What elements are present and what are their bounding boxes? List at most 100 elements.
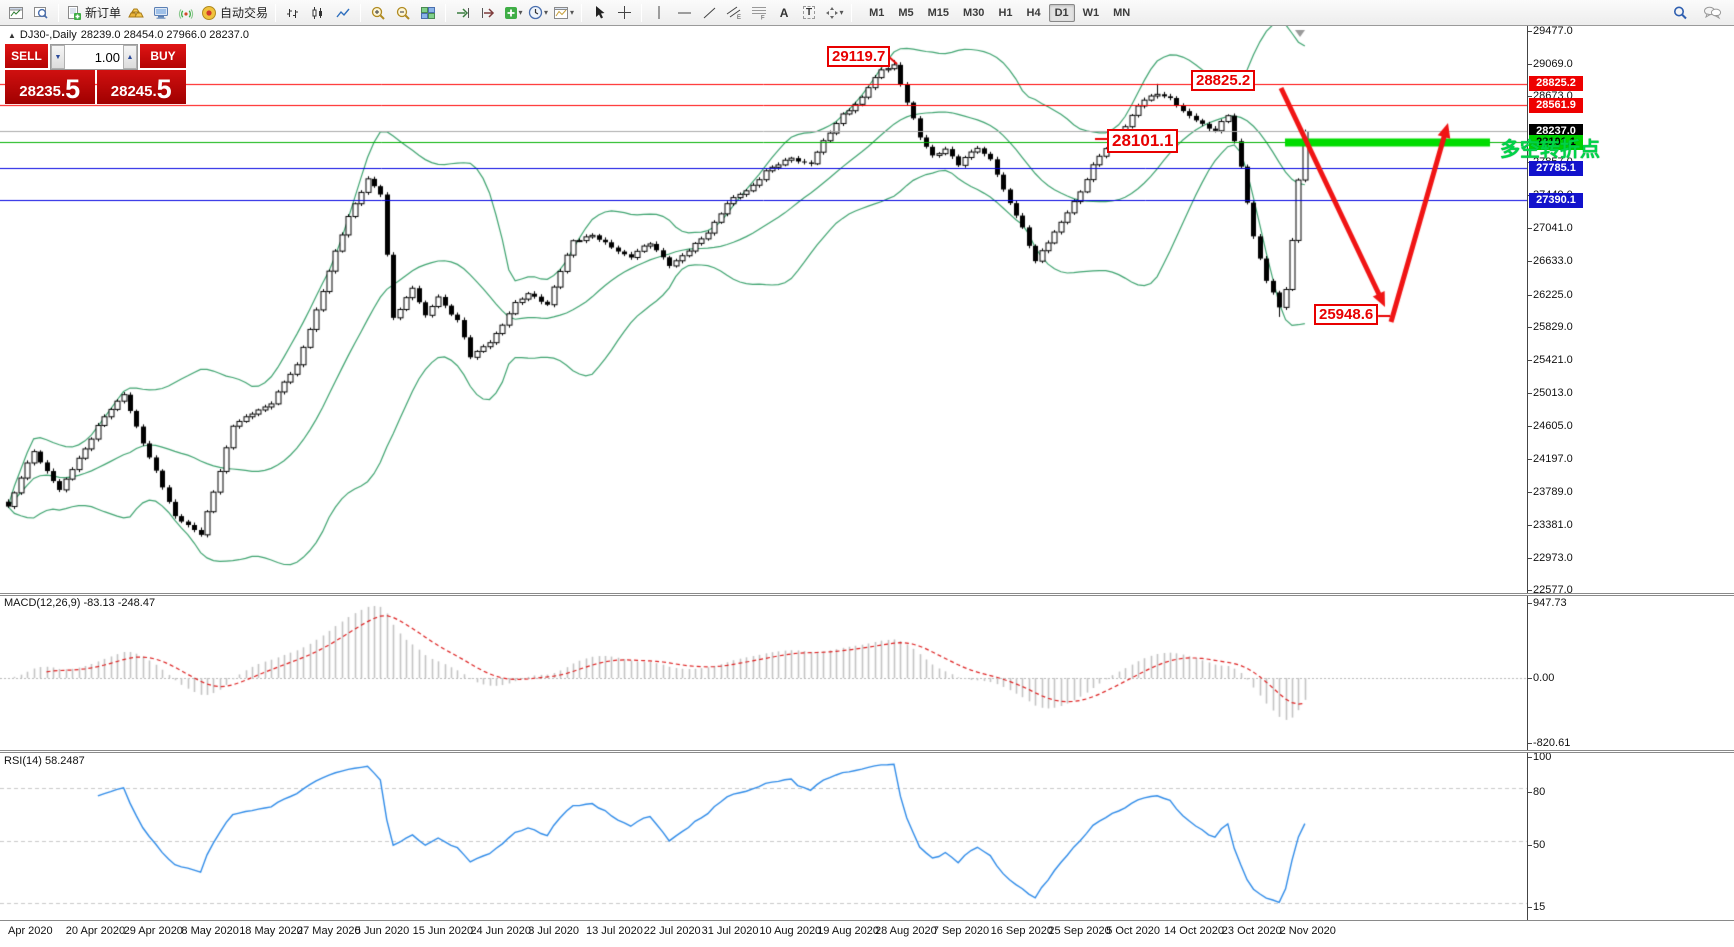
date-tick: 25 Sep 2020 — [1048, 925, 1111, 937]
buy-button[interactable]: BUY — [140, 44, 186, 70]
date-tick: 28 Aug 2020 — [875, 925, 937, 937]
price-tick: 23789.0 — [1528, 485, 1573, 498]
annotation-oct-high[interactable]: 28825.2 — [1191, 70, 1256, 91]
price-tick: 24197.0 — [1528, 452, 1573, 465]
new-order-button[interactable]: 新订单 — [64, 2, 123, 24]
date-tick: 10 Aug 2020 — [759, 925, 822, 937]
volume-input[interactable] — [65, 45, 123, 69]
price-badge: 28825.2 — [1529, 76, 1583, 92]
rsi-chart-surface[interactable] — [0, 753, 1527, 920]
one-click-collapse-icon[interactable]: ▲ — [8, 30, 16, 40]
date-tick: 14 Oct 2020 — [1164, 925, 1224, 937]
timeframe-m1[interactable]: M1 — [869, 6, 885, 19]
add-indicator-icon[interactable]: ▾ — [501, 2, 525, 24]
one-click-trading-panel: SELL ▼ ▲ BUY 28235.5 28245.5 — [5, 44, 186, 104]
crosshair-icon[interactable] — [612, 2, 636, 24]
zoom-in-icon[interactable] — [366, 2, 390, 24]
timeframe-h4[interactable]: H4 — [1026, 6, 1041, 19]
indicator-axis-tick: 0.00 — [1527, 672, 1555, 684]
sell-price[interactable]: 28235. 5 — [5, 70, 95, 104]
vps-icon[interactable] — [149, 2, 173, 24]
date-tick: 19 Aug 2020 — [817, 925, 879, 937]
timeframe-m5[interactable]: M5 — [898, 6, 914, 19]
date-tick: 13 Jul 2020 — [586, 925, 643, 937]
date-axis-separator — [0, 920, 1734, 921]
signals-icon[interactable] — [174, 2, 198, 24]
cursor-icon[interactable] — [587, 2, 611, 24]
timeframe-m15[interactable]: M15 — [927, 6, 950, 19]
svg-text:E: E — [737, 15, 741, 20]
market-icon[interactable] — [124, 2, 148, 24]
macd-pane-separator[interactable] — [0, 593, 1734, 596]
chat-icon[interactable] — [1700, 2, 1724, 24]
date-tick: 5 Jun 2020 — [354, 925, 410, 937]
price-tick: 25421.0 — [1528, 353, 1573, 366]
date-tick: 16 Sep 2020 — [990, 925, 1053, 937]
bar-chart-icon[interactable] — [281, 2, 305, 24]
date-tick: 8 May 2020 — [181, 925, 239, 937]
date-tick: 20 Apr 2020 — [65, 925, 126, 937]
search-icon[interactable] — [1668, 2, 1692, 24]
text-label-icon[interactable]: T — [797, 2, 821, 24]
annotation-sep-peak[interactable]: 29119.7 — [827, 46, 891, 67]
new-chart-icon[interactable] — [4, 2, 28, 24]
price-badge: 27390.1 — [1529, 192, 1583, 208]
price-tick: 29477.0 — [1528, 25, 1573, 37]
date-tick: 24 Jun 2020 — [470, 925, 531, 937]
price-tick: 29069.0 — [1528, 58, 1573, 71]
date-tick: 7 Sep 2020 — [932, 925, 990, 937]
tile-windows-icon[interactable] — [416, 2, 440, 24]
line-chart-icon[interactable] — [331, 2, 355, 24]
chart-shift-icon[interactable] — [476, 2, 500, 24]
timeframe-w1[interactable]: W1 — [1082, 6, 1100, 19]
profiles-icon[interactable] — [29, 2, 53, 24]
date-axis[interactable]: Apr 2020 20 Apr 2020 29 Apr 2020 8 May 2020… — [0, 921, 1734, 947]
autoscroll-icon[interactable] — [451, 2, 475, 24]
timeframe-d1[interactable]: D1 — [1048, 3, 1075, 22]
fibonacci-icon[interactable]: F — [747, 2, 771, 24]
horizontal-line-icon[interactable] — [672, 2, 696, 24]
price-tick: 25829.0 — [1528, 320, 1573, 333]
date-tick: 31 Jul 2020 — [701, 925, 759, 937]
timeframe-mn[interactable]: MN — [1113, 6, 1131, 19]
sell-button[interactable]: SELL — [5, 44, 48, 70]
price-tick: 26633.0 — [1528, 255, 1573, 268]
price-axis[interactable]: 29477.029069.028673.027857.027449.027041… — [1527, 25, 1734, 920]
rsi-pane-separator[interactable] — [0, 750, 1734, 753]
indicator-axis-tick: 947.73 — [1528, 597, 1567, 609]
price-tick: 23381.0 — [1528, 519, 1573, 531]
autotrading-button[interactable]: 自动交易 — [199, 2, 270, 24]
date-tick: 2 Nov 2020 — [1279, 925, 1336, 937]
indicator-axis-tick: -820.61 — [1527, 737, 1571, 749]
annotation-pivot-level[interactable]: 28101.1 — [1107, 129, 1179, 153]
timeframe-m30[interactable]: M30 — [963, 6, 985, 19]
templates-icon[interactable]: ▾ — [551, 2, 576, 24]
chart-ohlc-values: 28239.0 28454.0 27966.0 28237.0 — [80, 29, 249, 41]
volume-decrease-button[interactable]: ▼ — [51, 45, 65, 69]
svg-text:F: F — [761, 16, 765, 21]
timeframe-h1[interactable]: H1 — [998, 6, 1013, 19]
chart-symbol-period: DJ30-,Daily — [19, 29, 77, 41]
autotrading-label: 自动交易 — [220, 6, 269, 20]
candlestick-chart-icon[interactable] — [306, 2, 330, 24]
date-tick: 5 Oct 2020 — [1106, 925, 1161, 937]
zoom-out-icon[interactable] — [391, 2, 415, 24]
buy-price[interactable]: 28245. 5 — [96, 70, 186, 104]
rsi-label: RSI(14) 58.2487 — [4, 755, 85, 767]
trendline-icon[interactable] — [697, 2, 721, 24]
date-tick: 23 Oct 2020 — [1221, 925, 1282, 937]
indicator-axis-tick: 80 — [1527, 786, 1546, 799]
arrows-icon[interactable]: ▾ — [822, 2, 846, 24]
annotation-oct-low[interactable]: 25948.6 — [1314, 304, 1379, 325]
macd-chart-surface[interactable] — [0, 596, 1527, 750]
price-chart-surface[interactable] — [0, 26, 1527, 593]
channel-icon[interactable]: E — [722, 2, 746, 24]
price-tick: 22973.0 — [1528, 552, 1573, 565]
periods-icon[interactable]: ▾ — [526, 2, 550, 24]
vertical-line-icon[interactable] — [647, 2, 671, 24]
toolbar: 新订单 自动交易 ▾ ▾ ▾ E F A T ▾ M1 M5 M15 M30 H1 H4 D… — [0, 0, 1734, 26]
annotation-pivot-note[interactable]: 多空转折点 — [1500, 139, 1600, 161]
volume-increase-button[interactable]: ▲ — [123, 45, 137, 69]
text-icon[interactable]: A — [779, 5, 789, 20]
date-tick: 29 Apr 2020 — [123, 925, 183, 937]
